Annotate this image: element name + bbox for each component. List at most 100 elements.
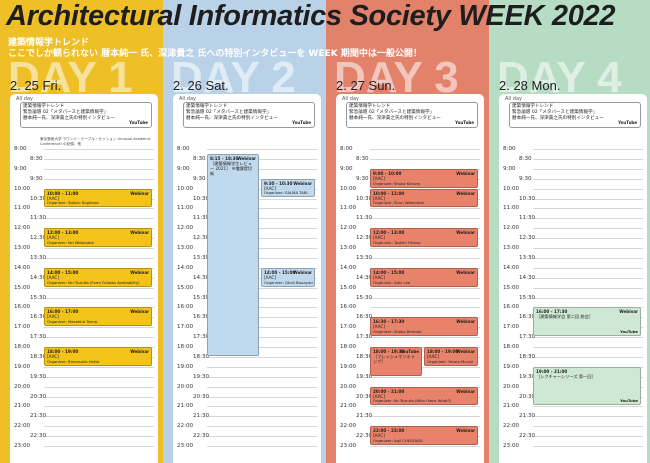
time-gridline	[533, 297, 643, 299]
time-label: 10:00	[503, 185, 520, 192]
all-day-event[interactable]: 建築情報学トレンド 緊急論壇 02「メタバースと建築情報学」 暦本純一氏、深津貴之氏…	[20, 102, 152, 128]
time-label: 8:30	[30, 155, 43, 162]
time-label: 22:00	[177, 423, 194, 430]
all-day-event[interactable]: 建築情報学トレンド 緊急論壇 02「メタバースと建築情報学」 暦本純一氏、深津貴之氏…	[183, 102, 315, 128]
time-gridline	[44, 248, 154, 249]
time-label: 15:00	[177, 284, 194, 291]
time-label: 9:30	[193, 175, 206, 182]
event-time: 12:00 - 13:00	[47, 230, 79, 236]
time-label: 14:00	[14, 264, 31, 271]
time-gridline	[44, 376, 154, 378]
calendar-event[interactable]: 9:30 - 10:30 [AAC] Webinar Organizer: SALMA…	[261, 178, 315, 198]
event-time: 12:00 - 13:00	[373, 230, 405, 236]
event-tag: [AAC]	[47, 235, 59, 241]
calendar-event[interactable]: 22:00 - 23:00 [AAC] Webinar Organizer: Aqil…	[370, 426, 478, 445]
time-gridline	[207, 406, 317, 408]
time-gridline	[533, 356, 643, 358]
webinar-label: Webinar	[456, 190, 475, 196]
calendar-event[interactable]: 8:15 - 18:30 ［建築情報学生レビュー 2021］ ※増課提切 新 Web…	[207, 153, 259, 356]
event-time: 19:00 - 21:00	[536, 368, 568, 374]
all-day-event[interactable]: 建築情報学トレンド 緊急論壇 02「メタバースと建築情報学」 暦本純一氏、深津貴之氏…	[509, 102, 641, 128]
event-tag: ［フレッシュマンキャンプ］	[373, 354, 415, 364]
time-gridline	[44, 406, 154, 408]
time-gridline	[207, 356, 317, 358]
event-organizer: Organizer: Aqil CHEDDADI	[373, 437, 423, 443]
time-gridline	[370, 158, 480, 160]
all-day-event-line: 緊急論壇 02「メタバースと建築情報学」	[23, 110, 109, 115]
calendar-event[interactable]: 14:00 - 15:00 [AAC] Webinar Organizer: Ghal…	[261, 267, 315, 287]
event-organizer: Organizer: Masahiro Tsima	[47, 319, 98, 325]
webinar-label: Webinar	[130, 230, 149, 236]
time-label: 13:30	[519, 254, 536, 261]
time-label: 10:30	[30, 195, 47, 202]
event-time: 9:30 - 10:30	[264, 180, 293, 186]
time-label: 16:30	[30, 314, 47, 321]
time-label: 18:30	[519, 353, 536, 360]
time-label: 20:00	[340, 383, 357, 390]
time-label: 16:00	[14, 304, 31, 311]
youtube-badge: YouTube	[292, 120, 311, 125]
youtube-badge: YouTube	[455, 120, 474, 125]
time-gridline	[207, 307, 317, 309]
time-label: 17:00	[177, 324, 194, 331]
time-label: 11:00	[177, 205, 194, 212]
calendar-event[interactable]: 14:00 - 15:00 [AAC] Webinar Organizer: Kei …	[44, 267, 152, 287]
calendar-event[interactable]: 12:00 - 13:00 [AAC] Webinar Organizer: Kei …	[44, 228, 152, 247]
time-label: 9:00	[503, 165, 516, 172]
time-gridline	[370, 366, 480, 368]
event-tag: ［建築情報学生レビュー 2021］ ※増課提切 新	[210, 160, 252, 176]
time-label: 19:30	[519, 373, 536, 380]
time-label: 10:30	[193, 195, 210, 202]
time-label: 21:00	[340, 403, 357, 410]
event-time: 9:00 - 10:00	[373, 170, 402, 176]
all-day-event[interactable]: 建築情報学トレンド 緊急論壇 02「メタバースと建築情報学」 暦本純一氏、深津貴之氏…	[346, 102, 478, 128]
time-label: 18:30	[193, 353, 210, 360]
time-gridline	[370, 376, 480, 378]
time-label: 9:00	[177, 165, 190, 172]
time-label: 14:00	[177, 264, 194, 271]
calendar-event[interactable]: 20:00 - 21:00 [AAC] Webinar Organizer: Ko T…	[370, 386, 478, 406]
time-label: 20:00	[177, 383, 194, 390]
calendar-event[interactable]: 16:00 - 17:00 [AAC] Webinar Organizer: Masa…	[44, 307, 152, 327]
time-gridline	[207, 228, 317, 230]
time-label: 12:00	[14, 225, 31, 232]
event-tag: ［建築情報学会 第二回 総会］	[536, 314, 594, 320]
calendar-event[interactable]: 14:00 - 15:00 [AAC] Webinar Organizer: Alri…	[370, 267, 478, 287]
calendar-event[interactable]: 9:00 - 10:00 [AAC] Webinar Organizer: Shoko…	[370, 168, 478, 188]
time-gridline	[44, 178, 154, 180]
calendar-event[interactable]: 18:00 - 19:00 [AAC] Webinar Organizer: Rinn…	[44, 347, 152, 366]
time-gridline	[370, 218, 480, 220]
time-label: 23:00	[340, 443, 357, 449]
webinar-label: Webinar	[456, 349, 475, 354]
time-label: 22:30	[193, 433, 210, 440]
time-label: 19:00	[14, 363, 31, 370]
calendar-event[interactable]: 16:00 - 17:30 ［建築情報学会 第二回 総会］ Webinar YouTu…	[533, 307, 641, 337]
all-day-event-line: 建築情報学トレンド	[349, 104, 391, 109]
time-label: 11:30	[356, 215, 373, 222]
calendar-event[interactable]: 10:00 - 11:00 [AAC] Webinar Organizer: Sato…	[44, 188, 152, 208]
time-gridline	[533, 446, 643, 447]
time-label: 18:00	[503, 344, 520, 350]
time-label: 9:30	[519, 175, 532, 182]
calendar-event[interactable]: 12:00 - 13:00 [AAC] Webinar Organizer: Tosh…	[370, 228, 478, 247]
calendar-event[interactable]: 10:00 - 11:00 [AAC] Webinar Organizer: Shun…	[370, 188, 478, 208]
time-label: 20:30	[356, 393, 373, 400]
time-label: 23:00	[14, 443, 31, 449]
time-gridline	[533, 337, 643, 339]
calendar-event[interactable]: 18:00 - 19:30 ［フレッシュマンキャンプ］ YouTube	[370, 347, 422, 376]
time-label: 13:30	[193, 254, 210, 261]
event-tag: [AAC]	[47, 274, 59, 280]
time-label: 22:30	[30, 433, 47, 440]
calendar-event[interactable]: 19:00 - 21:00 ［レクチャーシリーズ 第一回］ YouTube	[533, 366, 641, 406]
time-gridline	[533, 208, 643, 210]
day-panel: All day 建築情報学トレンド 緊急論壇 02「メタバースと建築情報学」 暦本純一…	[10, 94, 158, 463]
time-label: 20:30	[30, 393, 47, 400]
time-label: 12:30	[356, 235, 373, 242]
time-label: 22:00	[340, 423, 357, 430]
event-time: 16:00 - 17:00	[47, 309, 79, 315]
time-label: 17:30	[519, 334, 536, 341]
time-gridline	[44, 287, 154, 289]
time-gridline	[44, 297, 154, 299]
calendar-event[interactable]: 18:00 - 19:00 [AAC] Webinar Organizer: Yuta…	[424, 347, 478, 366]
calendar-event[interactable]: 16:30 - 17:30 [AAC] Webinar Organizer: Shok…	[370, 317, 478, 337]
